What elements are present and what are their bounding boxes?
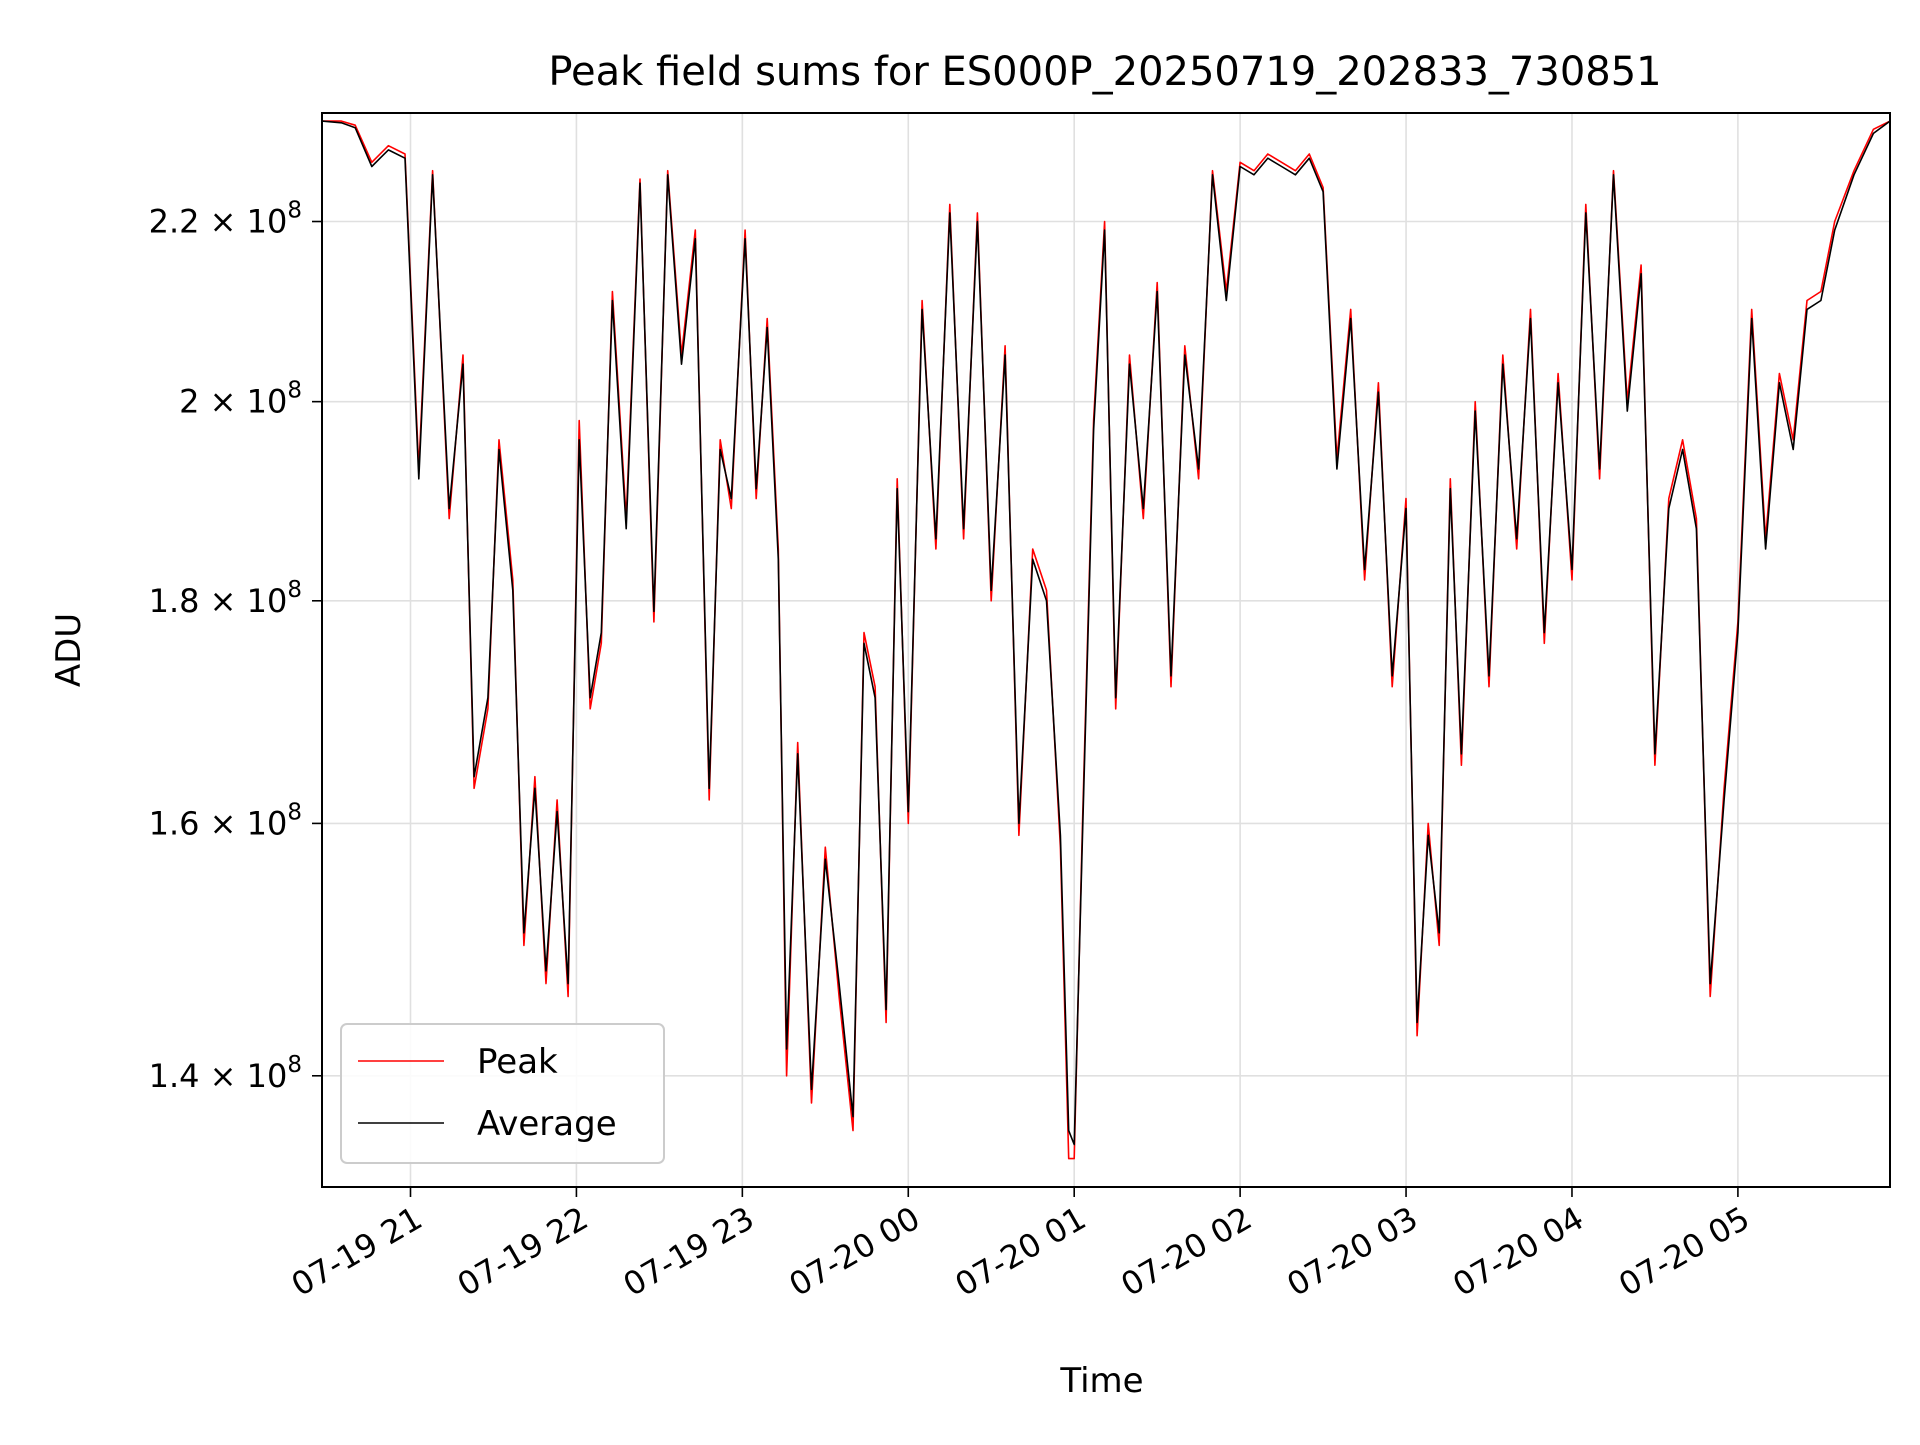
y-tick-label: 1.6 × 108 <box>149 799 302 842</box>
grid <box>322 113 1890 1187</box>
y-tick-label: 2 × 108 <box>179 378 302 421</box>
y-axis-label: ADU <box>49 613 89 687</box>
chart-title: Peak field sums for ES000P_20250719_2028… <box>548 49 1661 95</box>
y-tick-label: 1.8 × 108 <box>149 577 302 620</box>
y-tick-label: 1.4 × 108 <box>149 1052 302 1095</box>
plot-frame <box>321 112 1891 1188</box>
y-tick-label: 2.2 × 108 <box>149 198 302 241</box>
average-series-line <box>321 120 1891 1146</box>
legend-peak-label: Peak <box>477 1042 558 1082</box>
legend-average-label: Average <box>477 1104 617 1144</box>
legend-frame <box>340 1023 665 1164</box>
x-axis-label: Time <box>1059 1361 1143 1401</box>
legend: Peak Average <box>340 1023 665 1164</box>
y-axis-ticks: 1.4 × 108 1.6 × 108 1.8 × 108 2 × 108 2.2 × … <box>149 198 322 1095</box>
series-layer <box>321 120 1891 1160</box>
